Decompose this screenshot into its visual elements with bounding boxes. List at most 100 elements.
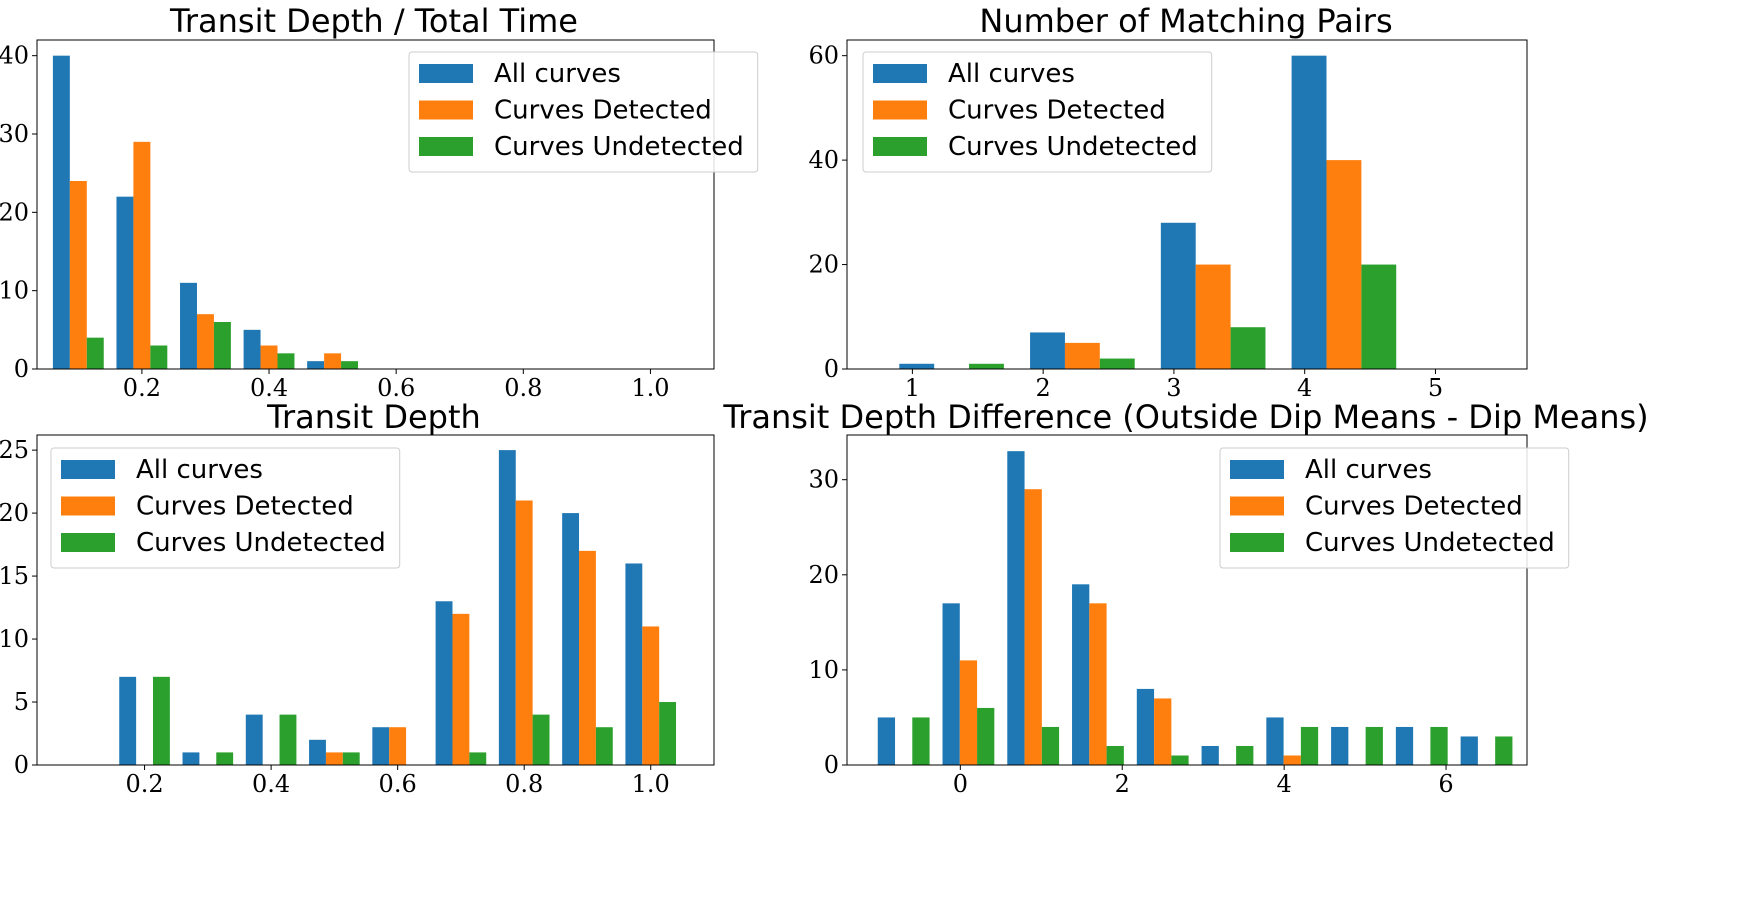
y-tick-label: 25 (0, 436, 29, 464)
bar-all-curves (877, 717, 896, 765)
legend-swatch (1230, 496, 1284, 516)
y-tick-label: 0 (14, 751, 29, 779)
bar-curves-undetected (595, 727, 613, 765)
bar-all-curves (116, 196, 134, 369)
x-tick-label: 0.4 (252, 770, 290, 798)
legend-box (1219, 447, 1570, 569)
bar-curves-detected (1024, 489, 1042, 765)
legend-swatch (61, 496, 115, 516)
legend: All curves Curves Detected Curves Undetect… (1219, 447, 1570, 569)
bar-curves-detected (196, 314, 214, 369)
chart-3: Transit Depth 0.2 0.4 0.6 0.8 1.0 0 5 10 15 20 25 Al… (0, 398, 715, 798)
bar-all-curves (245, 714, 263, 765)
y-tick-label: 60 (808, 42, 839, 70)
y-tick-label: 10 (0, 625, 29, 653)
y-tick-label: 0 (824, 751, 839, 779)
bar-all-curves (942, 603, 960, 765)
bar-all-curves (1201, 745, 1219, 765)
x-tick-label: 0.2 (123, 374, 161, 402)
legend-label: Curves Undetected (494, 132, 744, 162)
legend-swatch (873, 64, 927, 83)
bar-all-curves (309, 739, 326, 765)
bar-all-curves (1460, 736, 1478, 765)
bar-all-curves (372, 727, 390, 765)
chart-title: Transit Depth / Total Time (169, 2, 578, 40)
bar-curves-detected (325, 752, 343, 765)
bar-curves-undetected (659, 702, 677, 765)
legend-box (50, 447, 401, 569)
x-tick-label: 0.8 (504, 374, 542, 402)
bar-curves-undetected (341, 361, 359, 369)
x-tick-label: 0.6 (379, 770, 417, 798)
bar-all-curves (1136, 688, 1155, 765)
bar-all-curves (1331, 726, 1349, 765)
plot-frame (36, 39, 715, 370)
y-tick-label: 30 (808, 466, 839, 494)
bar-curves-undetected (216, 752, 234, 765)
bar-curves-detected (1326, 160, 1362, 369)
chart-title: Transit Depth (266, 398, 481, 436)
bar-curves-undetected (912, 717, 930, 765)
x-tick-label: 2 (1115, 770, 1130, 798)
legend-box (408, 51, 759, 173)
bar-all-curves (1395, 726, 1414, 765)
bar-curves-undetected (213, 322, 231, 369)
bar-all-curves (498, 450, 516, 765)
bar-curves-undetected (1230, 327, 1266, 369)
legend: All curves Curves Detected Curves Undetect… (50, 447, 401, 569)
y-tick-label: 20 (0, 198, 29, 226)
bar-curves-detected (452, 613, 470, 765)
bar-all-curves (180, 282, 197, 369)
plot-frame (846, 434, 1528, 766)
y-tick-label: 20 (808, 251, 839, 279)
bar-curves-undetected (1171, 755, 1189, 765)
bar-curves-detected (389, 727, 407, 765)
bar-all-curves (1266, 717, 1284, 765)
bar-curves-detected (579, 550, 596, 765)
plot-frame (846, 39, 1528, 370)
chart-title: Transit Depth Difference (Outside Dip Me… (722, 398, 1648, 436)
legend-swatch (873, 137, 927, 156)
bar-all-curves (1072, 584, 1090, 765)
y-tick-label: 0 (14, 355, 29, 383)
y-tick-label: 20 (0, 499, 29, 527)
bar-curves-undetected (150, 345, 168, 369)
legend-label: Curves Detected (494, 96, 712, 126)
legend-swatch (61, 533, 115, 552)
bar-curves-detected (1154, 698, 1172, 765)
bar-curves-undetected (1430, 726, 1448, 765)
legend: All curves Curves Detected Curves Undetect… (408, 51, 759, 173)
chart-4: Transit Depth Difference (Outside Dip Me… (722, 398, 1648, 798)
bar-all-curves (899, 363, 935, 369)
bar-curves-undetected (1495, 736, 1513, 765)
bar-all-curves (625, 563, 643, 765)
x-tick-label: 0.8 (505, 770, 543, 798)
bar-curves-detected (69, 181, 87, 369)
bar-all-curves (52, 55, 70, 370)
bar-curves-undetected (1361, 264, 1397, 369)
y-tick-label: 30 (0, 120, 29, 148)
bar-curves-undetected (342, 752, 360, 765)
legend-label: Curves Undetected (1305, 528, 1555, 558)
legend-swatch (419, 64, 473, 83)
y-tick-label: 40 (0, 42, 29, 70)
bar-curves-undetected (152, 676, 170, 765)
x-tick-label: 4 (1277, 770, 1292, 798)
bar-curves-undetected (1365, 726, 1383, 765)
x-tick-label: 0.2 (125, 770, 163, 798)
bar-curves-undetected (1236, 745, 1254, 765)
legend-label: Curves Detected (1305, 492, 1523, 522)
bar-all-curves (1291, 55, 1327, 370)
legend-label: Curves Detected (948, 96, 1166, 126)
x-tick-label: 3 (1166, 374, 1181, 402)
y-tick-label: 10 (0, 277, 29, 305)
bar-curves-detected (133, 141, 151, 369)
bar-curves-undetected (1300, 726, 1319, 765)
legend-label: Curves Undetected (948, 132, 1198, 162)
x-tick-label: 5 (1428, 374, 1443, 402)
chart-1: Transit Depth / Total Time 0.2 0.4 0.6 0.8 1.… (0, 2, 759, 402)
legend-label: Curves Undetected (136, 528, 386, 558)
bar-curves-undetected (1106, 745, 1124, 765)
legend-label: All curves (1305, 455, 1432, 485)
